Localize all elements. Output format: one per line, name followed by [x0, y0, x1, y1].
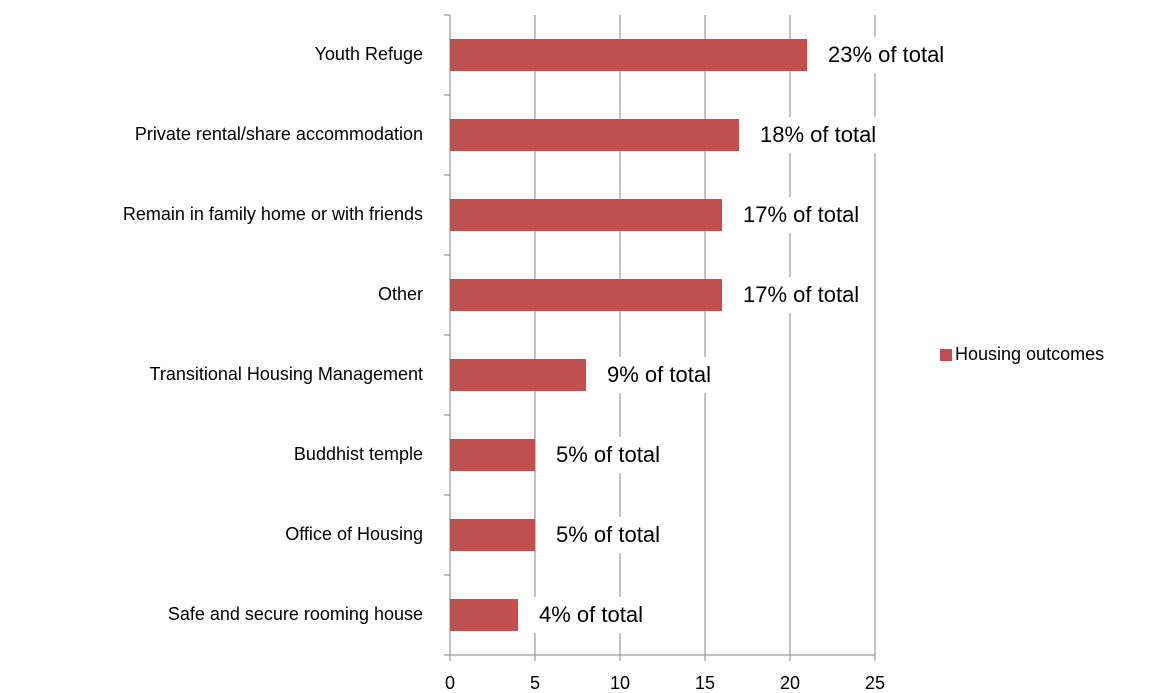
bar: [450, 199, 722, 231]
annotation-bg: [547, 517, 669, 553]
y-tick-label: Other: [378, 284, 423, 304]
annotation-bg: [751, 117, 886, 153]
x-tick-label: 25: [865, 673, 885, 693]
annotation: 4% of total: [539, 602, 643, 627]
x-tick-label: 0: [445, 673, 455, 693]
y-tick-label: Transitional Housing Management: [150, 364, 423, 384]
x-tick-label: 5: [530, 673, 540, 693]
annotation: 17% of total: [743, 282, 859, 307]
bar: [450, 279, 722, 311]
annotation-bg: [734, 197, 869, 233]
annotation-bg: [530, 597, 652, 633]
bar: [450, 599, 518, 631]
y-tick-label: Remain in family home or with friends: [123, 204, 423, 224]
y-tick-label: Buddhist temple: [294, 444, 423, 464]
annotation-bg: [819, 37, 954, 73]
annotation: 17% of total: [743, 202, 859, 227]
y-tick-label: Safe and secure rooming house: [168, 604, 423, 624]
legend-label: Housing outcomes: [955, 344, 1104, 364]
bar: [450, 119, 739, 151]
x-tick-label: 10: [610, 673, 630, 693]
y-tick-label: Office of Housing: [285, 524, 423, 544]
annotation-bg: [734, 277, 869, 313]
bar: [450, 519, 535, 551]
annotation: 5% of total: [556, 442, 660, 467]
y-tick-label: Private rental/share accommodation: [135, 124, 423, 144]
annotation: 5% of total: [556, 522, 660, 547]
annotation: 9% of total: [607, 362, 711, 387]
annotation: 18% of total: [760, 122, 876, 147]
bar: [450, 439, 535, 471]
y-tick-label: Youth Refuge: [315, 44, 423, 64]
legend-swatch: [940, 349, 952, 361]
x-tick-label: 20: [780, 673, 800, 693]
annotation-bg: [547, 437, 669, 473]
annotation-bg: [598, 357, 720, 393]
annotation: 23% of total: [828, 42, 944, 67]
bar: [450, 359, 586, 391]
bar: [450, 39, 807, 71]
x-tick-label: 15: [695, 673, 715, 693]
